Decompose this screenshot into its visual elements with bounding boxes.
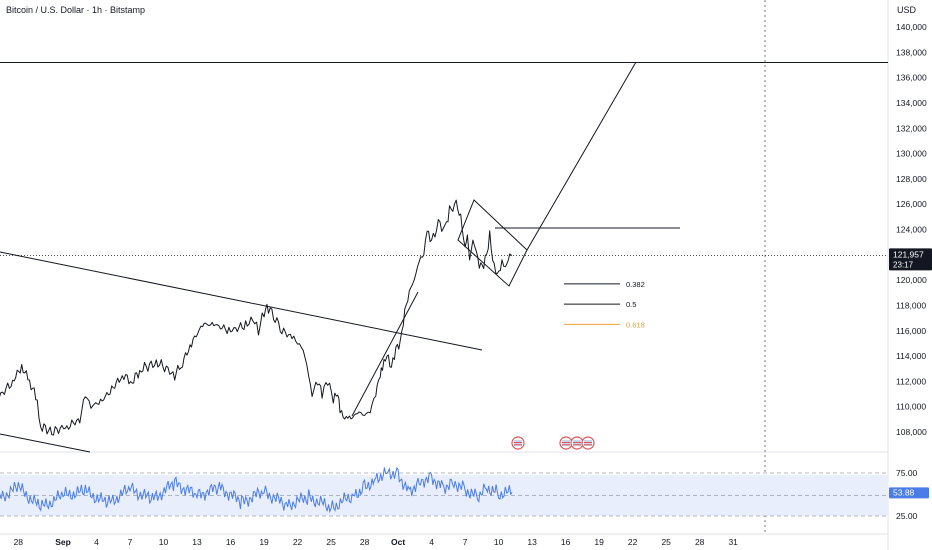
price-tick-label: 114,000 bbox=[896, 351, 926, 361]
currency-label: USD bbox=[897, 5, 917, 15]
time-tick-label: 19 bbox=[259, 537, 269, 547]
fib-label-05: 0.5 bbox=[626, 300, 636, 309]
price-tick-label: 126,000 bbox=[896, 199, 927, 209]
rsi-tick-label: 75.00 bbox=[896, 468, 918, 478]
price-tick-label: 130,000 bbox=[896, 149, 927, 159]
axis-layer: 108,000 110,000 112,000 114,000 116,000 118,0… bbox=[14, 22, 927, 547]
fib-label-0382: 0.382 bbox=[626, 280, 645, 289]
us-flag-event-icon[interactable] bbox=[559, 436, 573, 450]
rsi-series bbox=[0, 466, 513, 514]
time-tick-label: 10 bbox=[159, 537, 169, 547]
rally-trendline bbox=[351, 291, 419, 417]
price-tick-label: 124,000 bbox=[896, 225, 927, 235]
time-tick-label: 28 bbox=[360, 537, 370, 547]
bar-countdown: 23:17 bbox=[893, 260, 914, 269]
last-price-badge bbox=[889, 248, 932, 271]
price-tick-label: 128,000 bbox=[896, 174, 927, 184]
lower-trendline bbox=[0, 433, 91, 453]
price-tick-label: 120,000 bbox=[896, 275, 927, 285]
grid-layer bbox=[0, 0, 889, 550]
time-tick-label: 7 bbox=[463, 537, 468, 547]
price-tick-label: 132,000 bbox=[896, 123, 927, 133]
price-tick-label: 110,000 bbox=[896, 402, 926, 412]
price-plot bbox=[0, 199, 888, 436]
flag-pattern bbox=[457, 199, 528, 287]
rsi-value: 53.88 bbox=[893, 487, 915, 497]
projection-line bbox=[526, 61, 637, 251]
time-tick-label: 10 bbox=[494, 537, 504, 547]
rsi-tick-label: 25.00 bbox=[896, 511, 918, 521]
descending-trendline bbox=[0, 251, 483, 351]
time-tick-label: Sep bbox=[55, 537, 71, 547]
time-tick-label: 25 bbox=[661, 537, 671, 547]
time-tick-label: 4 bbox=[94, 537, 99, 547]
drawing-layer: 0.382 0.5 0.618 bbox=[0, 61, 888, 453]
us-flag-event-icon[interactable] bbox=[570, 436, 584, 450]
price-tick-label: 118,000 bbox=[896, 300, 926, 310]
time-tick-label: 16 bbox=[226, 537, 236, 547]
time-tick-label: 31 bbox=[728, 537, 738, 547]
time-tick-label: 4 bbox=[429, 537, 434, 547]
price-tick-label: 134,000 bbox=[896, 98, 927, 108]
time-tick-label: 19 bbox=[594, 537, 604, 547]
time-tick-label: 28 bbox=[14, 537, 24, 547]
price-tick-label: 108,000 bbox=[896, 427, 927, 437]
chart-title: Bitcoin / U.S. Dollar · 1h · Bitstamp bbox=[6, 5, 146, 15]
fib-label-0618: 0.618 bbox=[626, 320, 645, 329]
rsi-value-badge bbox=[889, 487, 929, 499]
us-flag-event-icon[interactable] bbox=[581, 436, 595, 450]
time-tick-label: 16 bbox=[561, 537, 571, 547]
price-tick-label: 136,000 bbox=[896, 73, 927, 83]
time-tick-label: 28 bbox=[695, 537, 705, 547]
us-flag-event-icon[interactable] bbox=[511, 436, 525, 450]
time-tick-label: 13 bbox=[527, 537, 537, 547]
time-tick-label: 22 bbox=[293, 537, 303, 547]
time-tick-label: Oct bbox=[391, 537, 405, 547]
time-tick-label: 25 bbox=[326, 537, 336, 547]
price-tick-label: 138,000 bbox=[896, 47, 927, 57]
rsi-plot bbox=[0, 466, 888, 517]
time-tick-label: 22 bbox=[628, 537, 638, 547]
price-tick-label: 112,000 bbox=[896, 376, 926, 386]
price-tick-label: 140,000 bbox=[896, 22, 927, 32]
time-tick-label: 13 bbox=[192, 537, 202, 547]
btc-price-series bbox=[0, 199, 513, 436]
last-price-value: 121,957 bbox=[893, 249, 924, 259]
time-tick-label: 7 bbox=[128, 537, 133, 547]
price-tick-label: 116,000 bbox=[896, 326, 926, 336]
